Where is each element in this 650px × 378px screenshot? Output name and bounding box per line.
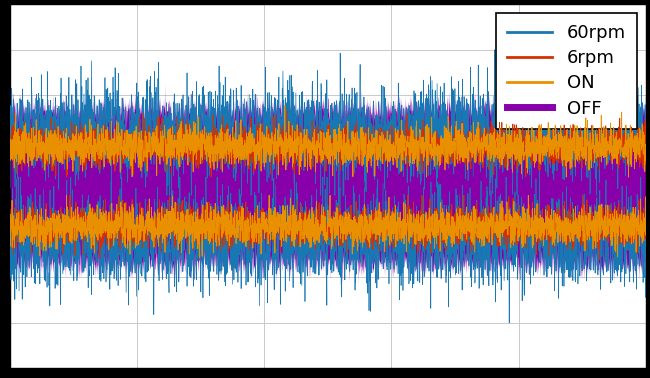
ON [79, 137, 86, 142]
ON [422, 175, 430, 180]
6rpm [116, 138, 124, 143]
ON [6, 123, 14, 127]
60rpm [491, 47, 499, 52]
6rpm [79, 167, 86, 172]
Line: 6rpm: 6rpm [10, 111, 646, 177]
6rpm [562, 152, 569, 156]
60rpm [163, 193, 171, 198]
60rpm [630, 138, 638, 142]
60rpm [79, 133, 86, 138]
60rpm [6, 124, 14, 129]
ON [250, 142, 257, 147]
6rpm [6, 158, 14, 162]
ON [562, 142, 569, 146]
6rpm [278, 144, 285, 149]
60rpm [116, 156, 124, 160]
Line: 60rpm: 60rpm [10, 50, 646, 195]
ON [630, 138, 638, 143]
ON [642, 157, 650, 162]
60rpm [278, 130, 285, 134]
60rpm [642, 132, 650, 136]
6rpm [630, 130, 638, 135]
ON [281, 103, 289, 108]
Line: ON: ON [10, 105, 646, 177]
ON [116, 153, 124, 157]
6rpm [62, 175, 70, 180]
ON [278, 152, 285, 156]
6rpm [250, 170, 258, 175]
6rpm [642, 151, 650, 155]
60rpm [562, 134, 569, 138]
Legend: 60rpm, 6rpm, ON, OFF: 60rpm, 6rpm, ON, OFF [497, 13, 637, 129]
6rpm [283, 108, 291, 113]
60rpm [250, 139, 258, 143]
